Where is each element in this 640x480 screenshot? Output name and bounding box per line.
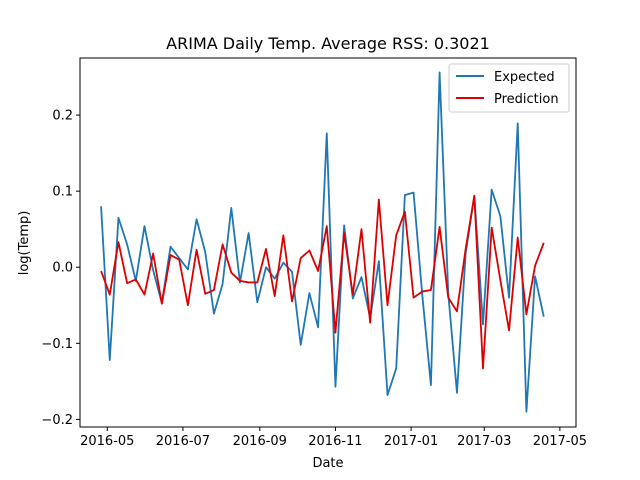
y-axis-ticks: −0.2 −0.1 0.0 0.1 0.2 bbox=[41, 109, 80, 428]
y-tick-label: 0.1 bbox=[52, 185, 73, 200]
x-tick-label: 2017-05 bbox=[533, 434, 587, 449]
chart-title: ARIMA Daily Temp. Average RSS: 0.3021 bbox=[166, 34, 490, 53]
x-axis-label: Date bbox=[312, 456, 343, 471]
axes-frame bbox=[79, 57, 577, 428]
x-tick-label: 2016-09 bbox=[233, 434, 287, 449]
series-layer bbox=[100, 71, 545, 413]
legend: Expected Prediction bbox=[448, 63, 570, 113]
x-tick-label: 2016-05 bbox=[80, 434, 134, 449]
legend-label-expected: Expected bbox=[494, 70, 555, 85]
x-tick-label: 2016-11 bbox=[308, 434, 362, 449]
y-tick-label: −0.1 bbox=[41, 337, 73, 352]
legend-label-prediction: Prediction bbox=[494, 92, 559, 107]
series-line-prediction bbox=[100, 194, 545, 370]
y-tick-label: −0.2 bbox=[41, 413, 73, 428]
x-axis-ticks: 2016-05 2016-07 2016-09 2016-11 2017-01 2017-… bbox=[80, 427, 587, 449]
y-tick-label: 0.2 bbox=[52, 109, 73, 124]
y-axis-label: log(Temp) bbox=[17, 211, 32, 276]
x-tick-label: 2017-03 bbox=[457, 434, 511, 449]
y-tick-label: 0.0 bbox=[52, 261, 73, 276]
x-tick-label: 2016-07 bbox=[156, 434, 210, 449]
x-tick-label: 2017-01 bbox=[384, 434, 438, 449]
plot-area bbox=[79, 57, 577, 428]
